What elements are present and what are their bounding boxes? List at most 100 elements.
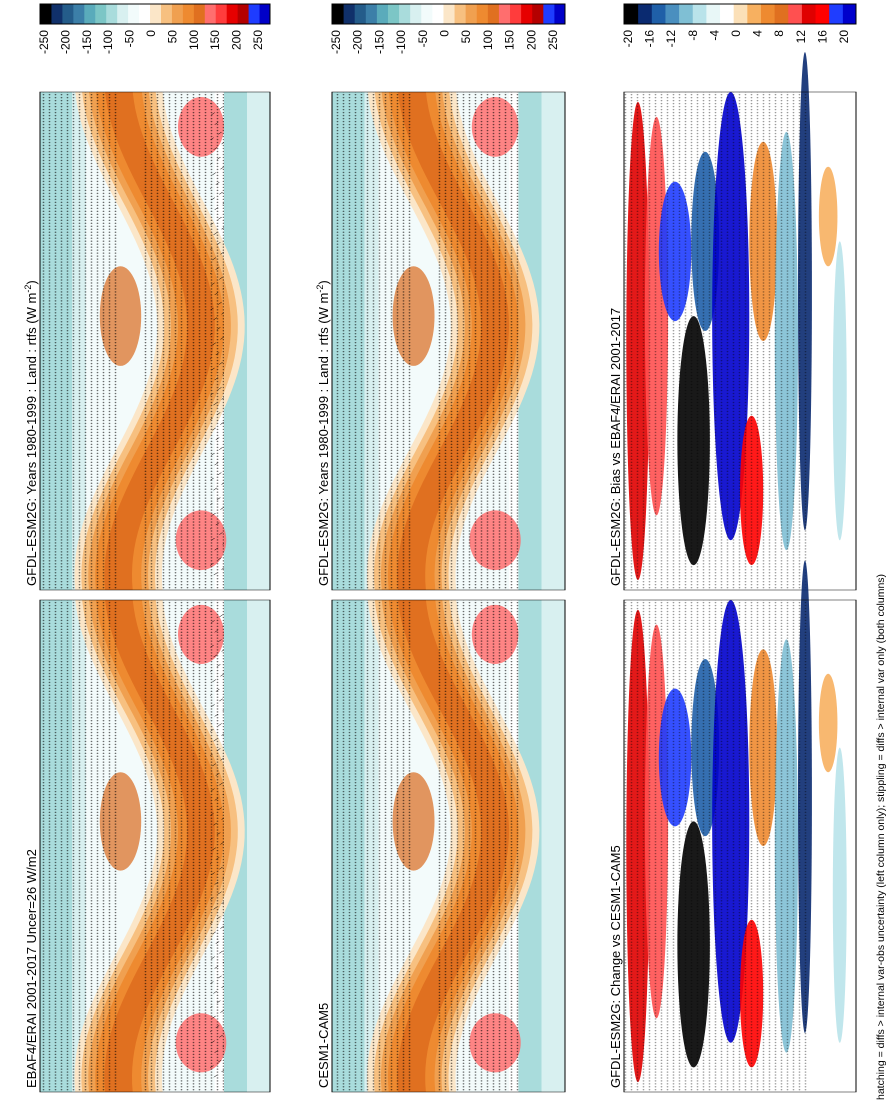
colorbar-swatch — [637, 4, 652, 24]
panel-change: GFDL-ESM2G: Change vs CESM1-CAM5 — [608, 560, 857, 1093]
colorbar-swatch — [542, 4, 555, 24]
colorbar-swatch — [678, 4, 693, 24]
colorbar: 250 200 150 100 50 0 -50 -100 -150 -200 -250 — [329, 3, 566, 54]
colorbar-label: 200 — [230, 30, 244, 50]
colorbar-label: 16 — [815, 30, 829, 44]
colorbar-label: -8 — [686, 30, 700, 41]
colorbar-swatch — [215, 4, 227, 24]
colorbar-label: -50 — [416, 30, 430, 48]
colorbar-label: -16 — [643, 30, 657, 48]
colorbar-swatch — [815, 4, 830, 24]
colorbar-swatch — [182, 4, 194, 24]
colorbar-swatch — [259, 4, 271, 24]
panel-model-2000: GFDL-ESM2G: Years 1980-1999 : Land : rtf… — [23, 91, 271, 591]
colorbar-swatch — [664, 4, 680, 24]
colorbar-label: -150 — [80, 30, 94, 54]
colorbar-swatch — [332, 4, 344, 24]
colorbar-swatch — [365, 4, 377, 24]
colorbar-label: 150 — [503, 30, 517, 50]
colorbar-swatch — [651, 4, 666, 24]
colorbar-label: -4 — [707, 30, 721, 41]
panel-obs: EBAF4/ERAI 2001-2017 Uncer=26 W/m2 — [24, 599, 271, 1093]
colorbar-label: -200 — [58, 30, 72, 54]
colorbar-swatch — [193, 4, 205, 24]
colorbar-swatch — [774, 4, 789, 24]
colorbar-swatch — [50, 4, 63, 24]
colorbar-label: -20 — [621, 30, 635, 48]
colorbar: 250 200 150 100 50 0 -50 -100 -150 -200 -250 — [37, 3, 271, 54]
colorbar-swatch — [248, 4, 260, 24]
colorbar-label: -150 — [372, 30, 386, 54]
colorbar-label: 250 — [251, 30, 265, 50]
colorbar-swatch — [138, 4, 151, 24]
colorbar-swatch — [354, 4, 366, 24]
colorbar-label: 0 — [729, 30, 743, 37]
colorbar-swatch — [398, 4, 411, 24]
colorbar-label: 250 — [546, 30, 560, 50]
colorbar-swatch — [409, 4, 422, 24]
colorbar-swatch — [520, 4, 533, 24]
colorbar-swatch — [442, 4, 455, 24]
panel-bias: GFDL-ESM2G: Bias vs EBAF4/ERAI 2001-2017 — [608, 52, 857, 591]
colorbar-swatch — [40, 4, 52, 24]
colorbar-swatch — [509, 4, 522, 24]
colorbar-label: 100 — [481, 30, 495, 50]
colorbar-label: 4 — [751, 30, 765, 37]
colorbar-swatch — [746, 4, 761, 24]
footnote: hatching = diffs > internal var-obs unce… — [875, 574, 887, 1100]
panel-model-1980: GFDL-ESM2G: Years 1980-1999 : Land : rtf… — [315, 91, 566, 591]
colorbar-swatch — [476, 4, 488, 24]
colorbar-swatch — [553, 4, 566, 24]
colorbar-swatch — [61, 4, 74, 24]
colorbar-label: -100 — [394, 30, 408, 54]
colorbar-label: -200 — [351, 30, 365, 54]
colorbar-label: 12 — [794, 30, 808, 44]
colorbar-label: -100 — [101, 30, 115, 54]
colorbar-swatch — [204, 4, 216, 24]
panel-cesm: CESM1-CAM5 — [316, 599, 566, 1093]
colorbar: 20 16 12 84 0 -4 -8 -12 -16 -20 — [621, 3, 857, 48]
colorbar-swatch — [237, 4, 249, 24]
colorbar-swatch — [94, 4, 107, 24]
panel-title: EBAF4/ERAI 2001-2017 Uncer=26 W/m2 — [24, 849, 39, 1088]
panel-title: GFDL-ESM2G: Bias vs EBAF4/ERAI 2001-2017 — [608, 308, 623, 586]
colorbar-swatch — [387, 4, 400, 24]
colorbar-swatch — [801, 4, 816, 24]
colorbar-label: 0 — [144, 30, 158, 37]
colorbar-swatch — [72, 4, 85, 24]
colorbar-swatch — [531, 4, 544, 24]
colorbar-swatch — [105, 4, 118, 24]
colorbar-label: -250 — [329, 30, 343, 54]
colorbar-label: 150 — [208, 30, 222, 50]
colorbar-label: 50 — [165, 30, 179, 44]
colorbar-label: -250 — [37, 30, 51, 54]
colorbar-swatch — [760, 4, 775, 24]
colorbar-swatch — [787, 4, 802, 24]
colorbar-label: 50 — [459, 30, 473, 44]
colorbar-swatch — [160, 4, 172, 24]
colorbar-label: 100 — [187, 30, 201, 50]
colorbar-label: -50 — [123, 30, 137, 48]
colorbar-label: 8 — [772, 30, 786, 37]
colorbar-swatch — [116, 4, 129, 24]
colorbar-swatch — [226, 4, 238, 24]
colorbar-swatch — [719, 4, 734, 24]
colorbar-swatch — [454, 4, 466, 24]
panel-title: CESM1-CAM5 — [316, 1003, 331, 1088]
colorbar-swatch — [465, 4, 477, 24]
colorbar-swatch — [149, 4, 161, 24]
colorbar-swatch — [171, 4, 183, 24]
panel-title: GFDL-ESM2G: Change vs CESM1-CAM5 — [608, 845, 623, 1088]
colorbar-swatch — [705, 4, 721, 24]
colorbar-swatch — [733, 4, 748, 24]
colorbar-swatch — [487, 4, 499, 24]
colorbar-label: 20 — [837, 30, 851, 44]
colorbar-label: -12 — [664, 30, 678, 48]
panel-title: GFDL-ESM2G: Years 1980-1999 : Land : rtf… — [315, 280, 331, 586]
colorbar-swatch — [624, 4, 639, 24]
colorbar-swatch — [376, 4, 388, 24]
colorbar-swatch — [498, 4, 511, 24]
colorbar-swatch — [828, 4, 843, 24]
colorbar-swatch — [431, 4, 444, 24]
